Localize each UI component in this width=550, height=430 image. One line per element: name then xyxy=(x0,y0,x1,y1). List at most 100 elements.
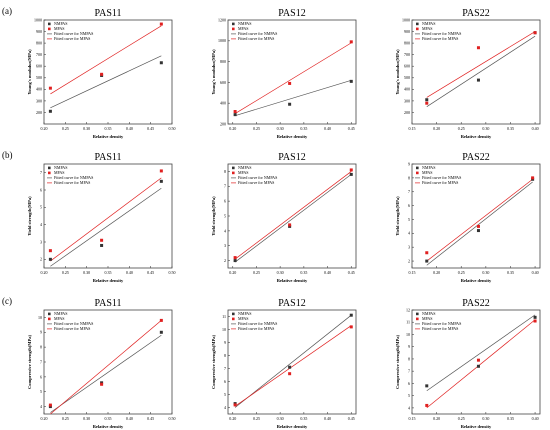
legend-nmpas-marker xyxy=(232,22,235,26)
legend-mpas-marker xyxy=(416,171,419,175)
y-tick-label: 11 xyxy=(406,320,410,325)
point-mpas xyxy=(233,403,237,407)
y-axis-label: Yield strength(MPa) xyxy=(395,196,400,236)
x-tick-label: 0.30 xyxy=(482,416,489,421)
legend-fit-mpas-label: Fitted curve for MPAS xyxy=(54,36,90,41)
y-tick-label: 6 xyxy=(224,199,226,204)
legend-mpas-label: MPAS xyxy=(54,26,65,31)
y-tick-label: 900 xyxy=(404,29,410,34)
y-tick-label: 9 xyxy=(408,161,410,166)
x-tick-label: 0.35 xyxy=(507,416,514,421)
x-tick-label: 0.50 xyxy=(169,126,176,131)
y-tick-label: 8 xyxy=(40,345,42,350)
x-tick-label: 0.30 xyxy=(83,416,90,421)
legend-mpas-label: MPAS xyxy=(422,316,433,321)
legend-nmpas-label: NMPAS xyxy=(238,311,251,316)
y-tick-label: 300 xyxy=(36,98,42,103)
y-tick-label: 7 xyxy=(408,369,410,374)
y-tick-label: 9 xyxy=(224,340,226,345)
x-tick-label: 0.20 xyxy=(433,416,440,421)
y-tick-label: 5 xyxy=(40,389,42,394)
x-tick-label: 0.40 xyxy=(324,126,331,131)
y-tick-label: 6 xyxy=(40,187,42,192)
point-mpas xyxy=(531,176,535,180)
subplot-2: PAS12 0.20 0.25 0.30 0.35 0.40 0.45 200 400 600 80… xyxy=(211,8,357,139)
y-tick-label: 8 xyxy=(224,353,226,358)
x-tick-label: 0.25 xyxy=(253,416,260,421)
fit-line-mpas xyxy=(50,25,162,95)
x-tick-label: 0.25 xyxy=(62,270,69,275)
fit-line-nmpas xyxy=(235,79,352,117)
legend-mpas-marker xyxy=(232,317,235,321)
point-nmpas xyxy=(288,102,292,106)
y-tick-label: 5 xyxy=(224,392,226,397)
point-nmpas xyxy=(233,259,237,263)
x-tick-label: 0.45 xyxy=(147,270,154,275)
legend-fit-mpas-label: Fitted curve for MPAS xyxy=(238,36,274,41)
y-axis-label: Young's modulus(MPa) xyxy=(395,49,400,95)
legend-mpas-label: MPAS xyxy=(238,316,249,321)
x-axis-label: Relative density xyxy=(277,134,308,139)
y-axis-label: Compressive strength(MPa) xyxy=(27,335,32,389)
x-tick-label: 0.15 xyxy=(409,416,416,421)
x-tick-label: 0.45 xyxy=(348,126,355,131)
x-tick-label: 0.25 xyxy=(62,416,69,421)
legend-nmpas-marker xyxy=(416,312,419,316)
y-tick-label: 11 xyxy=(222,314,226,319)
x-tick-label: 0.30 xyxy=(482,126,489,131)
x-axis-label: Relative density xyxy=(461,424,492,429)
legend-fit-nmpas-label: Fitted curve for NMPAS xyxy=(54,175,93,180)
point-nmpas xyxy=(48,109,52,113)
y-tick-label: 12 xyxy=(406,307,410,312)
y-tick-label: 1000 xyxy=(402,17,410,22)
y-tick-label: 600 xyxy=(36,64,42,69)
x-axis-label: Relative density xyxy=(461,134,492,139)
fit-line-nmpas xyxy=(50,334,162,413)
fit-line-nmpas xyxy=(234,174,352,263)
subplot-7: PAS11 0.20 0.25 0.30 0.35 0.40 0.45 0.50 4 5 6 7 8 9 1… xyxy=(27,298,176,429)
x-axis-label: Relative density xyxy=(277,278,308,283)
subplot-title: PAS12 xyxy=(278,298,305,309)
legend-fit-mpas-label: Fitted curve for MPAS xyxy=(54,326,90,331)
x-tick-label: 0.25 xyxy=(62,126,69,131)
point-nmpas xyxy=(100,243,104,247)
y-tick-label: 6 xyxy=(408,203,410,208)
fit-line-nmpas xyxy=(50,187,162,267)
x-tick-label: 0.40 xyxy=(532,270,539,275)
point-mpas xyxy=(100,382,104,386)
subplot-9: PAS22 0.15 0.20 0.25 0.30 0.35 0.40 4 5 6 7 8 9 10 11 1… xyxy=(395,298,541,429)
y-tick-label: 3 xyxy=(408,245,410,250)
plot-frame xyxy=(411,163,541,269)
fit-line-nmpas xyxy=(426,314,536,392)
y-tick-label: 800 xyxy=(220,59,226,64)
point-mpas xyxy=(349,168,353,172)
point-mpas xyxy=(233,256,237,260)
fit-line-mpas xyxy=(426,31,536,98)
y-tick-label: 8 xyxy=(408,356,410,361)
point-mpas xyxy=(425,403,429,407)
legend-nmpas-label: NMPAS xyxy=(238,21,251,26)
row-label-c: (c) xyxy=(2,296,12,306)
x-tick-label: 0.15 xyxy=(409,126,416,131)
x-tick-label: 0.30 xyxy=(83,126,90,131)
legend-mpas-marker xyxy=(232,27,235,31)
point-nmpas xyxy=(159,330,163,334)
x-tick-label: 0.25 xyxy=(253,270,260,275)
plot-frame xyxy=(411,19,541,125)
point-nmpas xyxy=(476,78,480,82)
x-tick-label: 0.30 xyxy=(277,126,284,131)
legend-mpas-label: MPAS xyxy=(422,26,433,31)
subplot-title: PAS12 xyxy=(278,8,305,19)
y-axis-label: Yield strength(MPa) xyxy=(27,196,32,236)
x-tick-label: 0.20 xyxy=(433,126,440,131)
legend-fit-nmpas-label: Fitted curve for NMPAS xyxy=(422,321,461,326)
y-tick-label: 1000 xyxy=(218,38,226,43)
legend-mpas-label: MPAS xyxy=(54,170,65,175)
legend-nmpas-marker xyxy=(416,166,419,170)
x-tick-label: 0.45 xyxy=(147,126,154,131)
y-tick-label: 3 xyxy=(224,243,226,248)
x-tick-label: 0.35 xyxy=(300,126,307,131)
x-tick-label: 0.25 xyxy=(253,126,260,131)
legend-mpas-marker xyxy=(416,317,419,321)
x-tick-label: 0.35 xyxy=(105,126,112,131)
